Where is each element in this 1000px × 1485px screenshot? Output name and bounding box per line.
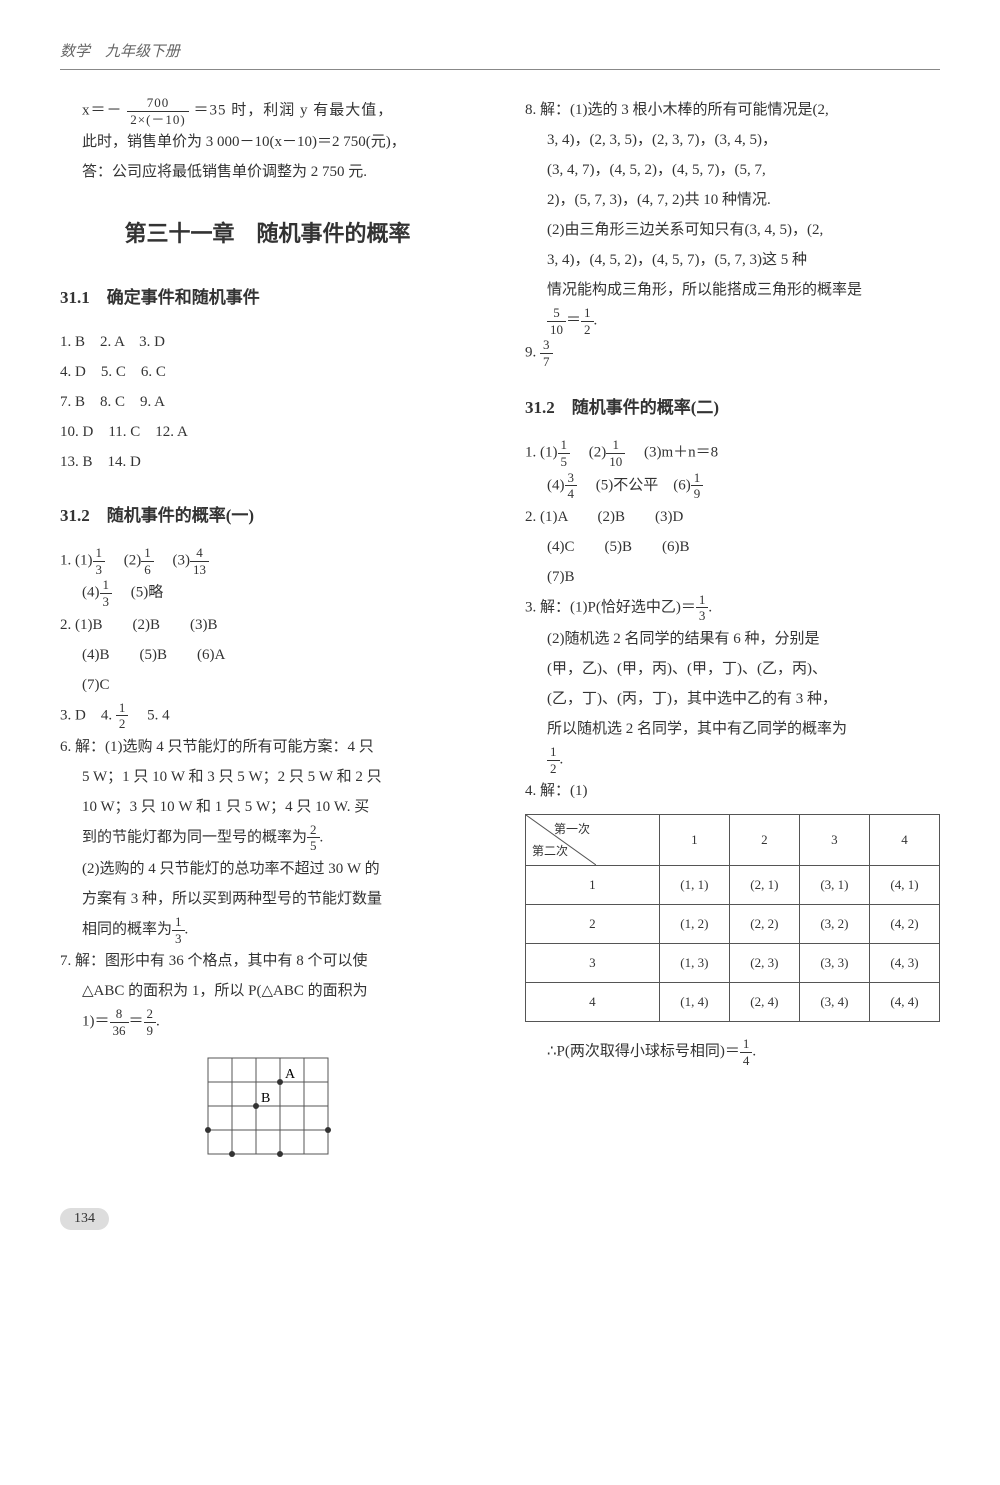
diagonal-header: 第一次 第二次	[526, 815, 596, 865]
section-title: 31.2 随机事件的概率(二)	[525, 391, 940, 425]
row-header: 2	[526, 905, 660, 944]
table-cell: (1, 1)	[659, 866, 729, 905]
text-line: 3, 4)，(4, 5, 2)，(4, 5, 7)，(5, 7, 3)这 5 种	[525, 245, 940, 275]
table-cell: (3, 1)	[799, 866, 869, 905]
text-line: 3. 解：(1)P(恰好选中乙)＝13.	[525, 592, 940, 624]
table-cell: (3, 2)	[799, 905, 869, 944]
table-cell: (4, 2)	[869, 905, 939, 944]
page-number: 134	[60, 1208, 109, 1230]
answer-row: (7)B	[525, 562, 940, 592]
text: x＝－	[82, 103, 123, 119]
text-line: 6. 解：(1)选购 4 只节能灯的所有可能方案：4 只	[60, 732, 475, 762]
table-cell: (4, 3)	[869, 944, 939, 983]
table-cell: (1, 2)	[659, 905, 729, 944]
text-line: 4. 解：(1)	[525, 776, 940, 806]
answer-row: 2. (1)B (2)B (3)B	[60, 610, 475, 640]
table-cell: (3, 4)	[799, 983, 869, 1022]
table-cell: (2, 2)	[729, 905, 799, 944]
table-cell: (1, 4)	[659, 983, 729, 1022]
text-line: ∴P(两次取得小球标号相同)＝14.	[525, 1036, 940, 1068]
table-cell: (4, 4)	[869, 983, 939, 1022]
section-title: 31.1 确定事件和随机事件	[60, 281, 475, 315]
answer-row: 1. B 2. A 3. D	[60, 327, 475, 357]
table-cell: (4, 1)	[869, 866, 939, 905]
svg-text:A: A	[285, 1067, 296, 1082]
section-title: 31.2 随机事件的概率(一)	[60, 499, 475, 533]
answer-row: 7. B 8. C 9. A	[60, 387, 475, 417]
answer-row: 1. (1)15 (2)110 (3)m＋n＝8	[525, 437, 940, 469]
eq-line: x＝－ 7002×(－10) ＝35 时，利润 y 有最大值，	[60, 95, 475, 127]
text-line: 5 W；1 只 10 W 和 3 只 5 W；2 只 5 W 和 2 只	[60, 762, 475, 792]
text-line: 1)＝836＝29.	[60, 1006, 475, 1038]
answer-row: (7)C	[60, 670, 475, 700]
text-line: (乙，丁)、(丙，丁)，其中选中乙的有 3 种，	[525, 684, 940, 714]
text-line: (2)随机选 2 名同学的结果有 6 种，分别是	[525, 624, 940, 654]
answer-row: (4)C (5)B (6)B	[525, 532, 940, 562]
text-line: 12.	[525, 744, 940, 776]
text-line: 8. 解：(1)选的 3 根小木棒的所有可能情况是(2,	[525, 95, 940, 125]
row-header: 3	[526, 944, 660, 983]
row-header: 4	[526, 983, 660, 1022]
text-line: (2)选购的 4 只节能灯的总功率不超过 30 W 的	[60, 854, 475, 884]
answer-row: 3. D 4. 12 5. 4	[60, 700, 475, 732]
table-cell: (2, 1)	[729, 866, 799, 905]
text-line: 所以随机选 2 名同学，其中有乙同学的概率为	[525, 714, 940, 744]
text-line: 10 W；3 只 10 W 和 1 只 5 W；4 只 10 W. 买	[60, 792, 475, 822]
page-header: 数学 九年级下册	[60, 40, 940, 70]
text-line: 到的节能灯都为同一型号的概率为25.	[60, 822, 475, 854]
chapter-title: 第三十一章 随机事件的概率	[60, 212, 475, 256]
answer-row: 2. (1)A (2)B (3)D	[525, 502, 940, 532]
svg-text:B: B	[261, 1091, 270, 1106]
text-line: △ABC 的面积为 1，所以 P(△ABC 的面积为	[60, 976, 475, 1006]
row-header: 1	[526, 866, 660, 905]
col-header: 3	[799, 815, 869, 866]
columns: x＝－ 7002×(－10) ＝35 时，利润 y 有最大值， 此时，销售单价为…	[60, 95, 940, 1178]
text-line: 此时，销售单价为 3 000－10(x－10)＝2 750(元)，	[60, 127, 475, 157]
left-column: x＝－ 7002×(－10) ＝35 时，利润 y 有最大值， 此时，销售单价为…	[60, 95, 475, 1178]
answer-row: (4)13 (5)略	[60, 577, 475, 609]
grid-diagram: A B	[178, 1048, 358, 1168]
text-line: 2)，(5, 7, 3)，(4, 7, 2)共 10 种情况.	[525, 185, 940, 215]
answer-row: (4)B (5)B (6)A	[60, 640, 475, 670]
text-line: 510＝12.	[525, 305, 940, 337]
table-cell: (2, 3)	[729, 944, 799, 983]
answer-row: 10. D 11. C 12. A	[60, 417, 475, 447]
text: ＝35 时，利润 y 有最大值，	[194, 103, 394, 119]
answer-row: 4. D 5. C 6. C	[60, 357, 475, 387]
col-header: 4	[869, 815, 939, 866]
text-line: 情况能构成三角形，所以能搭成三角形的概率是	[525, 275, 940, 305]
col-header: 1	[659, 815, 729, 866]
text-line: 方案有 3 种，所以买到两种型号的节能灯数量	[60, 884, 475, 914]
table-cell: (2, 4)	[729, 983, 799, 1022]
text-line: (甲，乙)、(甲，丙)、(甲，丁)、(乙，丙)、	[525, 654, 940, 684]
outcome-table: 第一次 第二次 1 2 3 4 1(1, 1)(2, 1)(3, 1)(4, 1…	[525, 814, 940, 1022]
answer-row: 9. 37	[525, 337, 940, 369]
right-column: 8. 解：(1)选的 3 根小木棒的所有可能情况是(2, 3, 4)，(2, 3…	[525, 95, 940, 1178]
table-cell: (1, 3)	[659, 944, 729, 983]
text-line: 7. 解：图形中有 36 个格点，其中有 8 个可以使	[60, 946, 475, 976]
answer-row: 1. (1)13 (2)16 (3)413	[60, 545, 475, 577]
text-line: 相同的概率为13.	[60, 914, 475, 946]
text-line: (2)由三角形三边关系可知只有(3, 4, 5)，(2,	[525, 215, 940, 245]
answer-row: 13. B 14. D	[60, 447, 475, 477]
text-line: 3, 4)，(2, 3, 5)，(2, 3, 7)，(3, 4, 5)，	[525, 125, 940, 155]
text-line: (3, 4, 7)，(4, 5, 2)，(4, 5, 7)，(5, 7,	[525, 155, 940, 185]
col-header: 2	[729, 815, 799, 866]
table-cell: (3, 3)	[799, 944, 869, 983]
answer-row: (4)34 (5)不公平 (6)19	[525, 470, 940, 502]
page: 数学 九年级下册 x＝－ 7002×(－10) ＝35 时，利润 y 有最大值，…	[0, 0, 1000, 1260]
fraction: 7002×(－10)	[127, 95, 189, 127]
text-line: 答：公司应将最低销售单价调整为 2 750 元.	[60, 157, 475, 187]
